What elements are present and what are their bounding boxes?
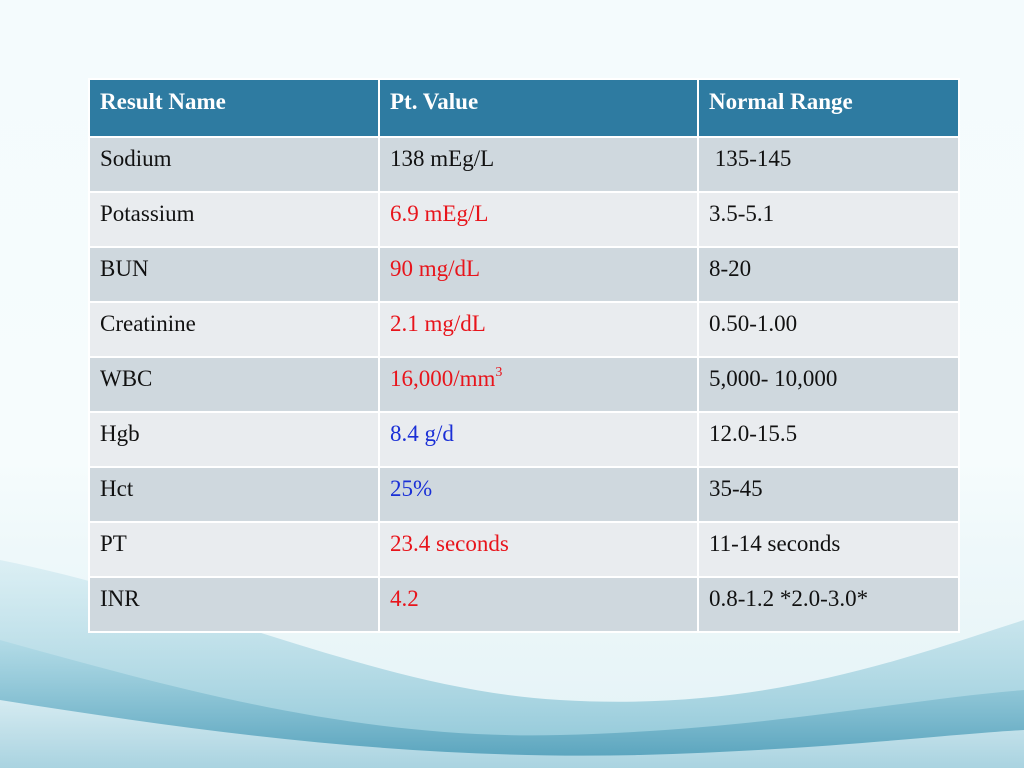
header-result-name: Result Name <box>88 78 380 138</box>
normal-range-cell: 35-45 <box>697 466 960 523</box>
pt-value-cell: 16,000/mm3 <box>378 356 699 413</box>
table-row: BUN 90 mg/dL 8-20 <box>88 246 960 303</box>
pt-value-cell: 6.9 mEg/L <box>378 191 699 248</box>
pt-value-cell: 2.1 mg/dL <box>378 301 699 358</box>
result-name-cell: BUN <box>88 246 380 303</box>
pt-value-text: 8.4 g/d <box>390 421 454 446</box>
result-name-cell: Potassium <box>88 191 380 248</box>
result-name-cell: Creatinine <box>88 301 380 358</box>
pt-value-text: 6.9 mEg/L <box>390 201 489 226</box>
pt-value-text: 23.4 seconds <box>390 531 509 556</box>
pt-value-text: 2.1 mg/dL <box>390 311 486 336</box>
pt-value-cell: 138 mEg/L <box>378 136 699 193</box>
result-name-cell: PT <box>88 521 380 578</box>
table-row: Hgb 8.4 g/d 12.0-15.5 <box>88 411 960 468</box>
pt-value-text: 138 mEg/L <box>390 146 495 171</box>
result-name-cell: INR <box>88 576 380 633</box>
pt-value-cell: 23.4 seconds <box>378 521 699 578</box>
table-row: Potassium 6.9 mEg/L 3.5-5.1 <box>88 191 960 248</box>
lab-results-table: Result Name Pt. Value Normal Range Sodiu… <box>88 78 960 633</box>
result-name-cell: Hgb <box>88 411 380 468</box>
header-pt-value: Pt. Value <box>378 78 699 138</box>
normal-range-cell: 0.50-1.00 <box>697 301 960 358</box>
normal-range-cell: 12.0-15.5 <box>697 411 960 468</box>
table-row: Sodium 138 mEg/L 135-145 <box>88 136 960 193</box>
result-name-cell: WBC <box>88 356 380 413</box>
normal-range-cell: 5,000- 10,000 <box>697 356 960 413</box>
pt-value-cell: 25% <box>378 466 699 523</box>
table-row: Creatinine 2.1 mg/dL 0.50-1.00 <box>88 301 960 358</box>
normal-range-cell: 0.8-1.2 *2.0-3.0* <box>697 576 960 633</box>
table-row: INR 4.2 0.8-1.2 *2.0-3.0* <box>88 576 960 633</box>
pt-value-text: 16,000/mm <box>390 366 496 391</box>
pt-value-text: 4.2 <box>390 586 419 611</box>
result-name-cell: Sodium <box>88 136 380 193</box>
table-header-row: Result Name Pt. Value Normal Range <box>88 78 960 138</box>
pt-value-cell: 8.4 g/d <box>378 411 699 468</box>
pt-value-superscript: 3 <box>495 365 503 380</box>
header-normal-range: Normal Range <box>697 78 960 138</box>
table-row: WBC 16,000/mm3 5,000- 10,000 <box>88 356 960 413</box>
table-row: PT 23.4 seconds 11-14 seconds <box>88 521 960 578</box>
normal-range-cell: 3.5-5.1 <box>697 191 960 248</box>
table-body: Sodium 138 mEg/L 135-145 Potassium 6.9 mEg/… <box>88 136 960 633</box>
table-row: Hct 25% 35-45 <box>88 466 960 523</box>
normal-range-cell: 135-145 <box>697 136 960 193</box>
pt-value-cell: 4.2 <box>378 576 699 633</box>
pt-value-text: 25% <box>390 476 433 501</box>
pt-value-text: 90 mg/dL <box>390 256 481 281</box>
result-name-cell: Hct <box>88 466 380 523</box>
normal-range-cell: 8-20 <box>697 246 960 303</box>
normal-range-cell: 11-14 seconds <box>697 521 960 578</box>
pt-value-cell: 90 mg/dL <box>378 246 699 303</box>
